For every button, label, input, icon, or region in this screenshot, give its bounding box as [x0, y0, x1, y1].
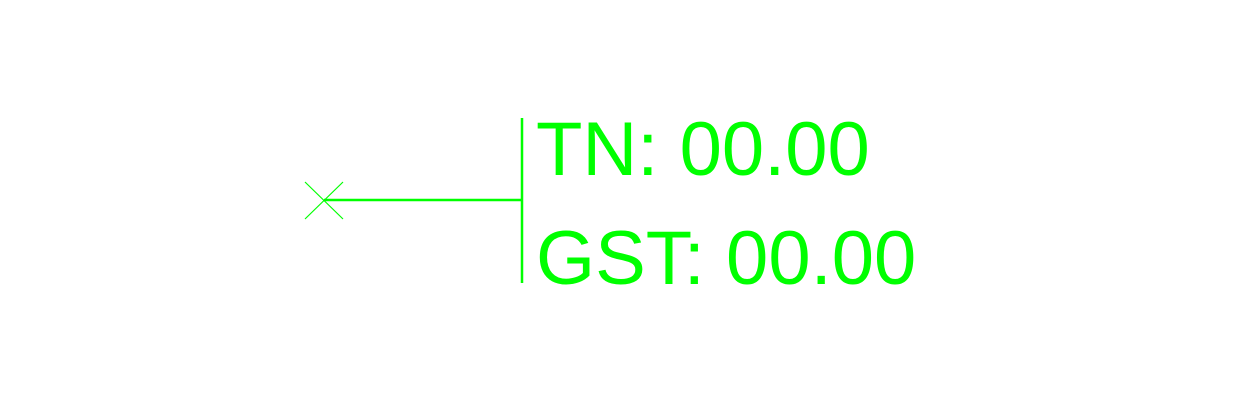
- gst-label: GST: 00.00: [536, 221, 916, 297]
- gst-key: GST:: [536, 216, 705, 301]
- tn-key: TN:: [536, 107, 659, 192]
- gst-value: 00.00: [726, 216, 917, 301]
- tn-value: 00.00: [679, 107, 870, 192]
- tn-label: TN: 00.00: [536, 112, 870, 188]
